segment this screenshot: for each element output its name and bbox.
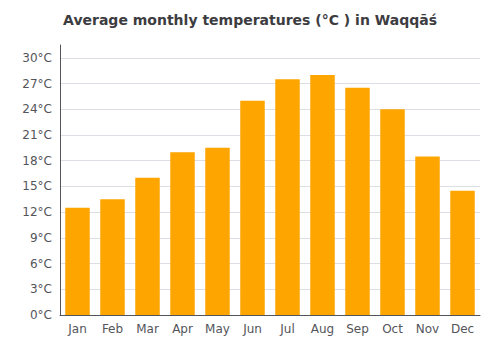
svg-text:27°C: 27°C	[22, 77, 52, 91]
svg-text:9°C: 9°C	[30, 231, 52, 245]
svg-text:3°C: 3°C	[30, 282, 52, 296]
svg-text:Dec: Dec	[451, 322, 474, 336]
svg-text:Feb: Feb	[102, 322, 123, 336]
svg-text:21°C: 21°C	[22, 128, 52, 142]
svg-text:Average monthly temperatures (: Average monthly temperatures (°C ) in Wa…	[63, 12, 437, 28]
svg-text:Jun: Jun	[242, 322, 262, 336]
svg-text:Oct: Oct	[382, 322, 403, 336]
svg-text:Sep: Sep	[346, 322, 369, 336]
svg-text:May: May	[205, 322, 230, 336]
svg-text:Mar: Mar	[136, 322, 159, 336]
svg-text:0°C: 0°C	[30, 308, 52, 322]
svg-text:Aug: Aug	[311, 322, 334, 336]
svg-text:Apr: Apr	[172, 322, 193, 336]
svg-text:Nov: Nov	[416, 322, 439, 336]
svg-text:6°C: 6°C	[30, 257, 52, 271]
svg-text:18°C: 18°C	[22, 154, 52, 168]
svg-text:12°C: 12°C	[22, 205, 52, 219]
svg-text:15°C: 15°C	[22, 179, 52, 193]
svg-text:Jul: Jul	[279, 322, 294, 336]
svg-text:30°C: 30°C	[22, 51, 52, 65]
svg-text:24°C: 24°C	[22, 102, 52, 116]
svg-text:Jan: Jan	[67, 322, 87, 336]
